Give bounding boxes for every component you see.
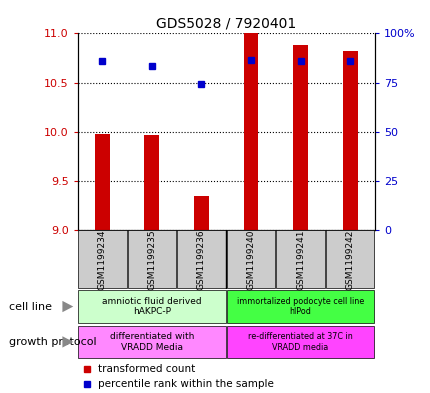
- Text: GSM1199236: GSM1199236: [197, 229, 206, 290]
- Bar: [325, 230, 374, 288]
- Bar: [226, 290, 374, 323]
- Text: differentiated with
VRADD Media: differentiated with VRADD Media: [110, 332, 194, 352]
- Bar: [194, 195, 209, 230]
- Text: amniotic fluid derived
hAKPC-P: amniotic fluid derived hAKPC-P: [102, 297, 201, 316]
- Bar: [78, 290, 225, 323]
- Text: GSM1199241: GSM1199241: [295, 229, 304, 290]
- Title: GDS5028 / 7920401: GDS5028 / 7920401: [156, 17, 296, 31]
- Bar: [78, 326, 225, 358]
- Text: growth protocol: growth protocol: [9, 337, 96, 347]
- Bar: [342, 51, 357, 230]
- Bar: [276, 230, 324, 288]
- Text: GSM1199234: GSM1199234: [98, 229, 107, 290]
- Bar: [226, 326, 374, 358]
- Bar: [226, 230, 275, 288]
- Text: re-differentiated at 37C in
VRADD media: re-differentiated at 37C in VRADD media: [248, 332, 352, 352]
- Text: transformed count: transformed count: [98, 364, 195, 374]
- Bar: [292, 45, 307, 230]
- Text: cell line: cell line: [9, 301, 52, 312]
- Text: immortalized podocyte cell line
hIPod: immortalized podocyte cell line hIPod: [237, 297, 363, 316]
- Bar: [243, 33, 258, 230]
- Text: GSM1199235: GSM1199235: [147, 229, 156, 290]
- Bar: [127, 230, 176, 288]
- Bar: [95, 134, 110, 230]
- Text: percentile rank within the sample: percentile rank within the sample: [98, 378, 273, 389]
- Text: GSM1199240: GSM1199240: [246, 229, 255, 290]
- Bar: [177, 230, 225, 288]
- Bar: [144, 134, 159, 230]
- Bar: [78, 230, 126, 288]
- Text: GSM1199242: GSM1199242: [345, 229, 354, 290]
